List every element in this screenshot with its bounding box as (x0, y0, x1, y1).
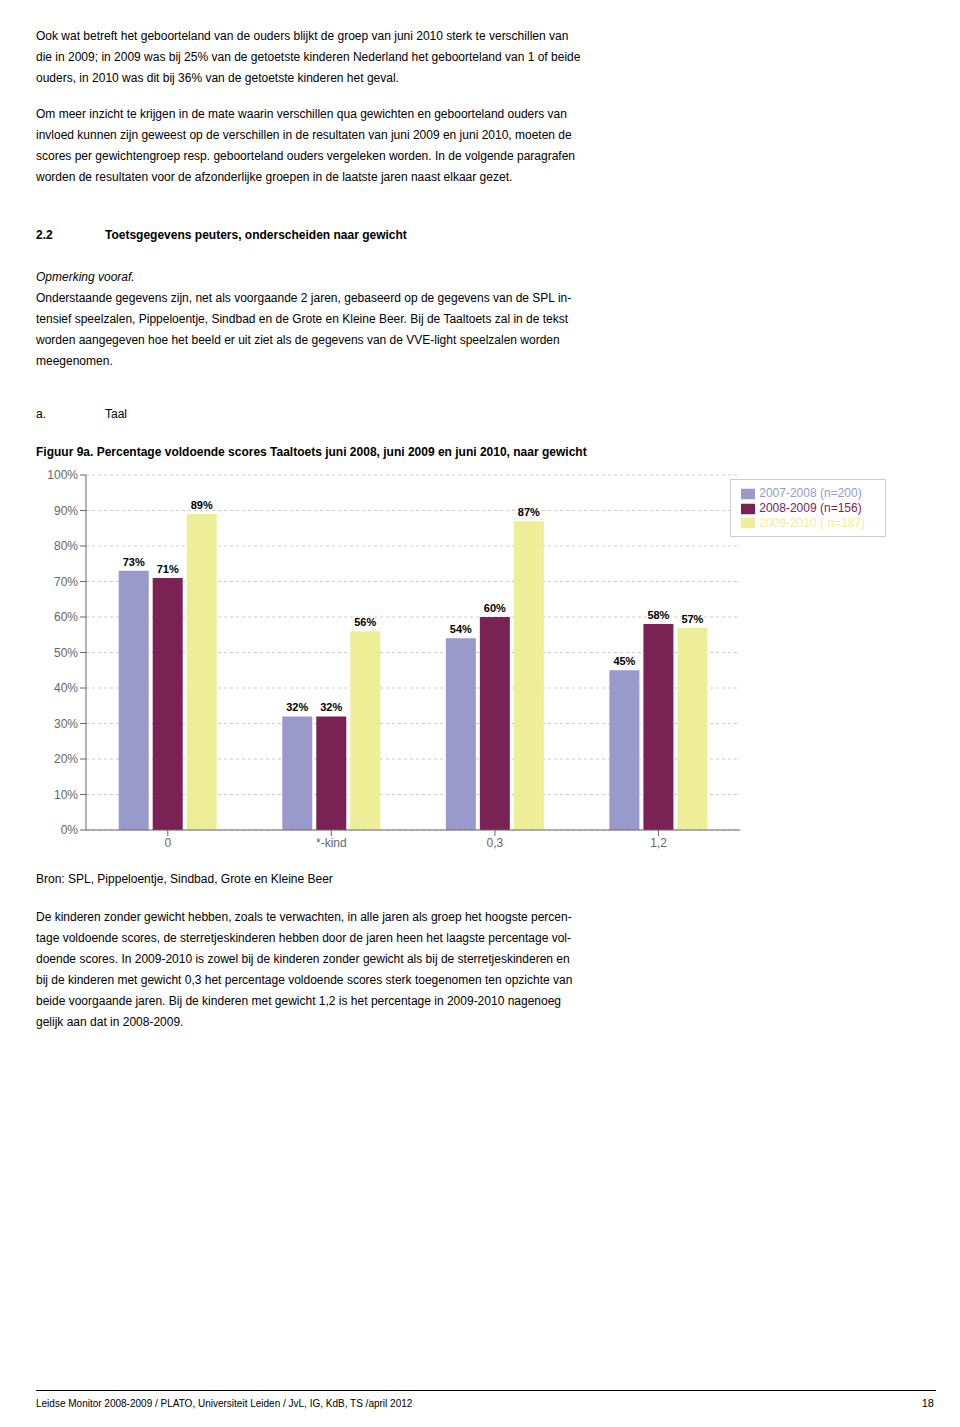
html-text:De kinderen zonder gewicht heb: De kinderen zonder gewicht hebben, zoals… (36, 909, 572, 924)
html-text:ouders, in 2010 was dit bij 36: ouders, in 2010 was dit bij 36% van de g… (36, 71, 399, 85)
html-text:Om meer inzicht te krijgen in: Om meer inzicht te krijgen in de mate wa… (36, 106, 567, 121)
svg-text:90%: 90% (54, 504, 78, 518)
html-text:worden aangegeven hoe het beel: worden aangegeven hoe het beeld er uit z… (36, 333, 560, 348)
html-text:Taal: Taal (105, 407, 127, 421)
svg-text:1,2: 1,2 (650, 835, 667, 849)
svg-text:56%: 56% (354, 616, 376, 628)
svg-text:50%: 50% (54, 646, 78, 660)
svg-text:58%: 58% (647, 609, 669, 621)
svg-text:100%: 100% (47, 468, 78, 482)
svg-text:32%: 32% (286, 701, 308, 713)
html-text:Bron: SPL, Pippeloentje, Sindb: Bron: SPL, Pippeloentje, Sindbad, Grote … (36, 871, 333, 886)
html-text:worden de resultaten voor de a: worden de resultaten voor de afzonderlij… (36, 169, 513, 184)
html-text:2.2: 2.2 (36, 228, 53, 243)
svg-text:30%: 30% (54, 717, 78, 731)
html-text:Onderstaande gegevens zijn, ne: Onderstaande gegevens zijn, net als voor… (36, 291, 572, 306)
html-text:tensief speelzalen, Pippeloent: tensief speelzalen, Pippeloentje, Sindba… (36, 312, 569, 327)
html-text:2009-2010 ( n=187): 2009-2010 ( n=187) (759, 515, 865, 530)
svg-text:87%: 87% (518, 506, 540, 518)
svg-text:60%: 60% (484, 602, 506, 614)
svg-text:60%: 60% (54, 610, 78, 624)
html-text:invloed kunnen zijn geweest op: invloed kunnen zijn geweest op de versch… (36, 127, 572, 142)
svg-text:89%: 89% (191, 499, 213, 511)
svg-text:32%: 32% (320, 701, 342, 713)
svg-text:0,3: 0,3 (487, 835, 504, 849)
html-text:a.: a. (36, 407, 46, 421)
html-text:Ook wat betreft het geboortela: Ook wat betreft het geboorteland van de … (36, 29, 569, 43)
svg-text:20%: 20% (54, 752, 78, 766)
svg-text:70%: 70% (54, 575, 78, 589)
html-text:bij de kinderen met gewicht 0,: bij de kinderen met gewicht 0,3 het perc… (36, 972, 573, 987)
html-text:2007-2008 (n=200): 2007-2008 (n=200) (759, 485, 862, 500)
html-text:die in 2009; in 2009 was bij 2: die in 2009; in 2009 was bij 25% van de … (36, 50, 581, 64)
svg-text:0%: 0% (61, 823, 79, 837)
svg-text:73%: 73% (123, 556, 145, 568)
html-text:tage voldoende scores, de ster: tage voldoende scores, de sterretjeskind… (36, 930, 571, 945)
html-text:doende scores. In 2009-2010 is: doende scores. In 2009-2010 is zowel bij… (36, 951, 570, 966)
svg-text:0: 0 (164, 835, 171, 849)
html-text:Toetsgegevens peuters, ondersc: Toetsgegevens peuters, onderscheiden naa… (105, 228, 407, 243)
svg-text:45%: 45% (613, 655, 635, 667)
html-text:beide voorgaande jaren. Bij de: beide voorgaande jaren. Bij de kinderen … (36, 993, 561, 1008)
svg-text:10%: 10% (54, 788, 78, 802)
svg-text:71%: 71% (157, 563, 179, 575)
svg-text:57%: 57% (681, 613, 703, 625)
html-text:Leidse Monitor 2008-2009 / PLA: Leidse Monitor 2008-2009 / PLATO, Univer… (36, 1398, 413, 1409)
html-text:Opmerking vooraf.: Opmerking vooraf. (36, 270, 135, 285)
html-text:meegenomen.: meegenomen. (36, 354, 113, 369)
html-text:2008-2009 (n=156): 2008-2009 (n=156) (759, 500, 862, 515)
svg-text:54%: 54% (450, 623, 472, 635)
svg-text:80%: 80% (54, 539, 78, 553)
svg-text:40%: 40% (54, 681, 78, 695)
html-text:Figuur 9a. Percentage voldoend: Figuur 9a. Percentage voldoende scores T… (36, 444, 587, 459)
html-text:scores per gewichtengroep resp: scores per gewichtengroep resp. geboorte… (36, 148, 575, 163)
svg-text:*-kind: *-kind (316, 835, 347, 849)
html-text:18: 18 (921, 1397, 934, 1409)
html-text:gelijk aan dat in 2008-2009.: gelijk aan dat in 2008-2009. (36, 1014, 184, 1029)
